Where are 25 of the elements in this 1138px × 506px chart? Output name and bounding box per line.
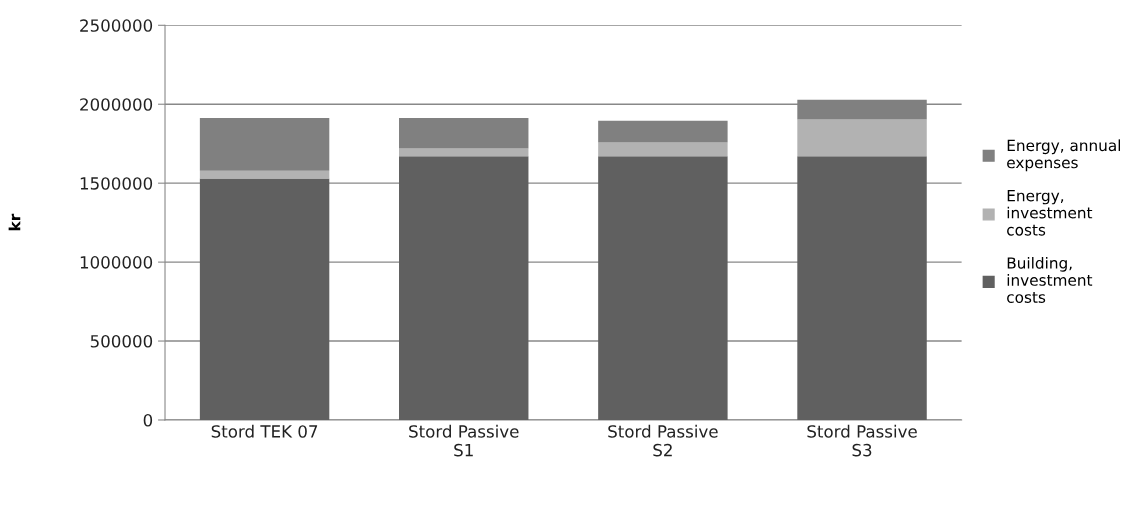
bar [199,170,330,179]
x-tick-label: Stord Passive S2 [608,424,718,457]
bar [598,156,728,420]
x-tick-label: Stord Passive S3 [807,424,917,457]
bar [199,178,330,420]
legend-label: Energy, investment costs [1007,190,1093,236]
bar [797,119,927,157]
y-tick-label: 500000 [90,335,153,348]
bar [598,142,728,157]
y-axis-title: kr [8,213,21,231]
bar [399,148,529,157]
x-tick-label: Stord TEK 07 [211,424,318,438]
bar [399,117,529,149]
bar [399,156,529,420]
x-tick-label: Stord Passive S1 [409,424,519,457]
legend-label: Energy, annual expenses [1007,139,1121,172]
bar [797,156,927,420]
y-tick-label: 1500000 [80,177,153,190]
y-tick-label: 2000000 [80,98,153,111]
bar [199,117,330,171]
bar [598,120,728,143]
y-tick-label: 2500000 [80,19,153,32]
y-tick-label: 0 [143,413,153,427]
legend-label: Building, investment costs [1007,256,1093,303]
y-tick-label: 1000000 [80,256,153,269]
